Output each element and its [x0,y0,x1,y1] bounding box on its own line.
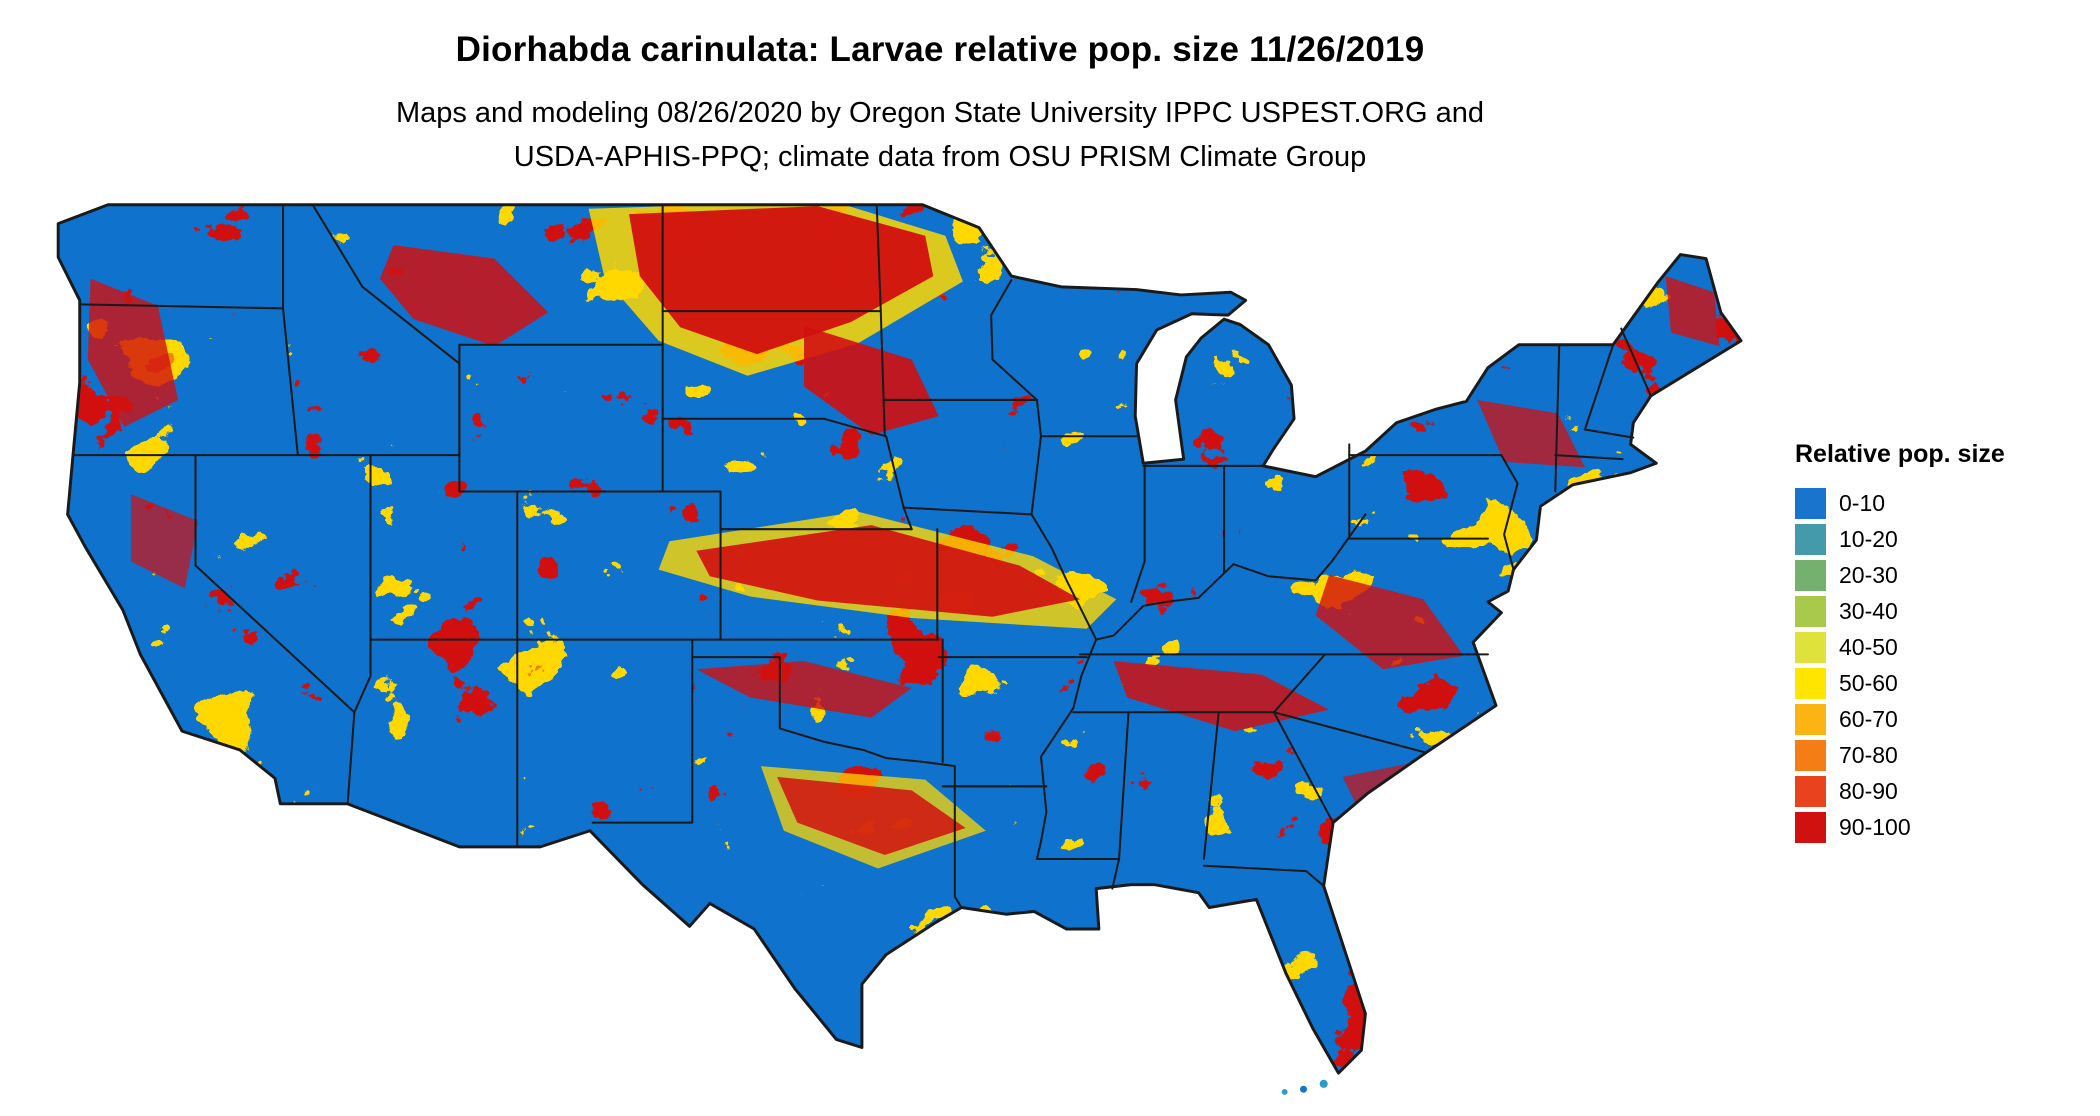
legend-item-label: 90-100 [1839,813,1911,840]
high-pop-blobs [87,204,1720,869]
legend-item: 10-20 [1795,521,2085,557]
legend-swatch-color [1795,487,1826,519]
subtitle-line-1: Maps and modeling 08/26/2020 by Oregon S… [395,97,1485,129]
subtitle-line-2: USDA-APHIS-PPQ; climate data from OSU PR… [513,140,1367,173]
legend-item: 90-100 [1795,809,2085,845]
legend-item: 20-30 [1795,557,2085,593]
legend-item-label: 10-20 [1839,525,1898,552]
legend-item: 40-50 [1795,629,2085,665]
legend-item: 60-70 [1795,701,2085,737]
legend-item: 50-60 [1795,665,2085,701]
legend-item-label: 80-90 [1839,777,1898,804]
legend-swatch-color [1795,703,1826,735]
us-map-svg [56,203,1743,1095]
legend-item-label: 0-10 [1839,489,1886,516]
page-subtitle: Maps and modeling 08/26/2020 by Oregon S… [0,92,1880,179]
state-borders [71,203,1652,909]
us-map [50,198,1760,1100]
legend-item-label: 40-50 [1839,633,1898,660]
us-outline [56,203,1743,1075]
legend-title: Relative pop. size [1795,440,2005,468]
population-raster [58,204,1742,1074]
legend-swatch-color [1795,739,1826,771]
legend-swatch-color [1795,775,1826,807]
legend-item: 70-80 [1795,737,2085,773]
legend-swatch-color [1795,559,1826,591]
legend-item: 80-90 [1795,773,2085,809]
legend-item: 0-10 [1795,485,2085,521]
legend-item-label: 70-80 [1839,741,1898,768]
legend-swatch-color [1795,811,1826,843]
legend-swatch-color [1795,631,1826,663]
legend-item-label: 50-60 [1839,669,1898,696]
legend-swatch-color [1795,523,1826,555]
legend-items: 0-10 10-20 20-30 30-40 40-50 50-60 60-70 70-80 8… [1795,485,2085,845]
legend: Relative pop. size 0-10 10-20 20-30 30-40 40… [1795,440,2085,845]
legend-item-label: 60-70 [1839,705,1898,732]
legend-item: 30-40 [1795,593,2085,629]
florida-keys-dots [1281,1079,1328,1095]
legend-swatch-color [1795,667,1826,699]
legend-swatch-color [1795,595,1826,627]
page-title: Diorhabda carinulata: Larvae relative po… [455,30,1425,69]
legend-item-label: 20-30 [1839,561,1898,588]
legend-item-label: 30-40 [1839,597,1898,624]
